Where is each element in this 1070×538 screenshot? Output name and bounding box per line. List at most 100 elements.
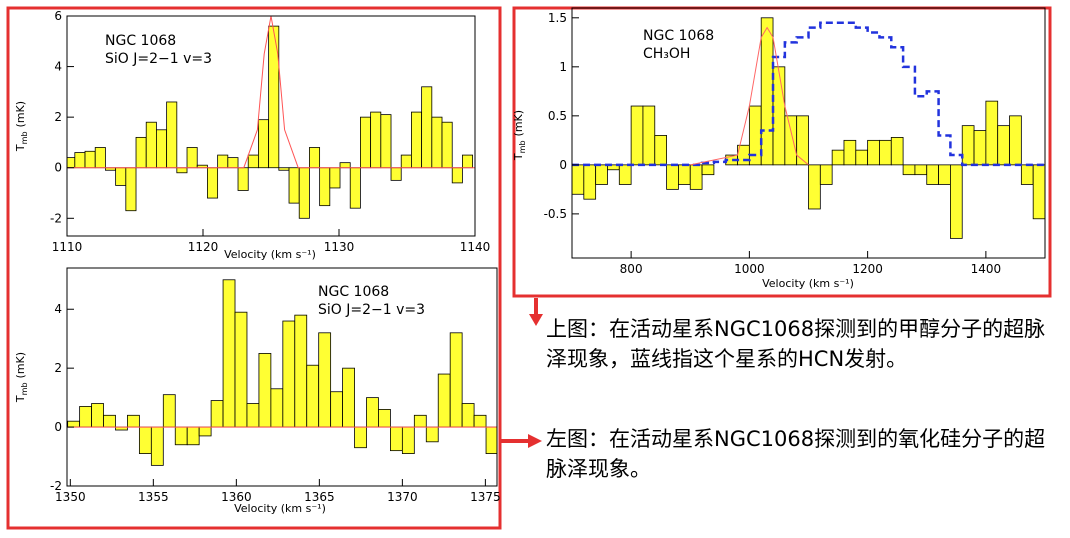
y-tick-label: 2	[54, 361, 62, 375]
bar	[222, 279, 236, 428]
bar	[831, 149, 845, 166]
bar	[380, 114, 392, 169]
bar	[441, 121, 453, 169]
y-label-main: T	[14, 395, 27, 403]
plot-frame	[66, 15, 476, 237]
bar	[162, 394, 176, 428]
bar	[258, 353, 272, 428]
x-tick-label: 1350	[55, 490, 86, 504]
bar	[879, 139, 892, 166]
y-tick-label: 0	[54, 161, 62, 175]
y-label-main: T	[512, 153, 525, 161]
bar	[176, 167, 188, 174]
y-label-main: T	[14, 144, 27, 152]
x-tick-label: 1130	[324, 240, 355, 254]
bar	[67, 420, 81, 428]
bar	[855, 149, 869, 166]
bar	[411, 111, 423, 169]
bar	[186, 147, 198, 169]
y-tick-label: -2	[50, 479, 62, 493]
y-tick-label: 0	[559, 158, 567, 172]
x-axis-label: Velocity (km s⁻¹)	[762, 277, 854, 290]
y-tick-label: -0.5	[544, 207, 567, 221]
bar	[642, 105, 656, 166]
bar	[796, 115, 809, 166]
y-tick-label: 1.5	[548, 11, 567, 25]
bar	[678, 164, 691, 185]
bar	[268, 25, 280, 169]
x-tick-label: 1360	[221, 490, 252, 504]
y-tick-label: 4	[54, 302, 62, 316]
x-tick-label: 1000	[734, 262, 765, 276]
bar	[349, 167, 361, 209]
bar	[431, 116, 443, 169]
bar	[843, 139, 857, 166]
bar	[258, 119, 270, 169]
y-axis-label: Tmb (mK)	[14, 101, 29, 152]
plot-frame	[571, 7, 1046, 259]
bar	[400, 154, 412, 169]
y-tick-label: 6	[54, 9, 62, 23]
bar	[819, 164, 833, 185]
bar	[234, 311, 248, 428]
bar	[342, 367, 355, 428]
bar	[67, 157, 76, 169]
bar	[217, 154, 229, 169]
bar	[329, 167, 341, 189]
x-tick-label: 1400	[971, 262, 1002, 276]
annotation: SiO J=2−1 v=3	[318, 302, 425, 318]
bar	[425, 426, 439, 443]
bar	[174, 426, 188, 446]
y-label-sub: mb	[518, 140, 527, 153]
bar	[938, 164, 951, 185]
step-line	[572, 21, 1045, 167]
bar	[125, 167, 137, 212]
bar	[462, 154, 474, 169]
annotation: NGC 1068	[318, 284, 389, 300]
bar	[115, 167, 127, 186]
arrow-head	[528, 434, 542, 448]
bar	[210, 400, 224, 428]
bar	[760, 17, 774, 166]
plot-area	[67, 16, 475, 219]
plot-area	[67, 279, 497, 466]
bar	[166, 101, 178, 169]
y-tick-label: 2	[54, 110, 62, 124]
bar	[630, 105, 644, 166]
plot-area	[572, 17, 1045, 239]
bar	[378, 409, 391, 428]
bar	[666, 164, 679, 190]
bar	[366, 397, 379, 428]
x-axis-label: Velocity (km s⁻¹)	[234, 502, 326, 515]
arrow-head	[529, 314, 543, 326]
bar	[654, 135, 668, 166]
bar	[461, 403, 475, 428]
bar	[237, 167, 249, 191]
bar	[247, 154, 259, 169]
bar	[701, 164, 715, 176]
bar	[902, 164, 916, 176]
caption: 上图：在活动星系NGC1068探测到的甲醇分子的超脉泽现象，蓝线指这个星系的HC…	[546, 317, 1046, 371]
bar	[390, 167, 402, 181]
fit-line	[67, 16, 475, 169]
bar	[485, 426, 497, 454]
bar	[135, 136, 147, 169]
bar	[298, 167, 310, 219]
annotation: CH₃OH	[643, 46, 690, 62]
bar	[890, 137, 904, 166]
bar	[784, 115, 798, 166]
bar	[288, 167, 300, 204]
y-label-unit: (mK)	[14, 101, 27, 128]
annotation: NGC 1068	[643, 28, 714, 44]
bar	[808, 164, 821, 210]
bar	[867, 139, 880, 166]
bar	[318, 332, 332, 428]
x-tick-label: 1140	[460, 240, 491, 254]
bar	[339, 162, 351, 169]
bar	[1009, 115, 1022, 166]
bar	[583, 164, 597, 200]
bar	[950, 164, 963, 239]
y-axis-label: Tmb (mK)	[512, 110, 527, 161]
x-tick-label: 1110	[52, 240, 83, 254]
